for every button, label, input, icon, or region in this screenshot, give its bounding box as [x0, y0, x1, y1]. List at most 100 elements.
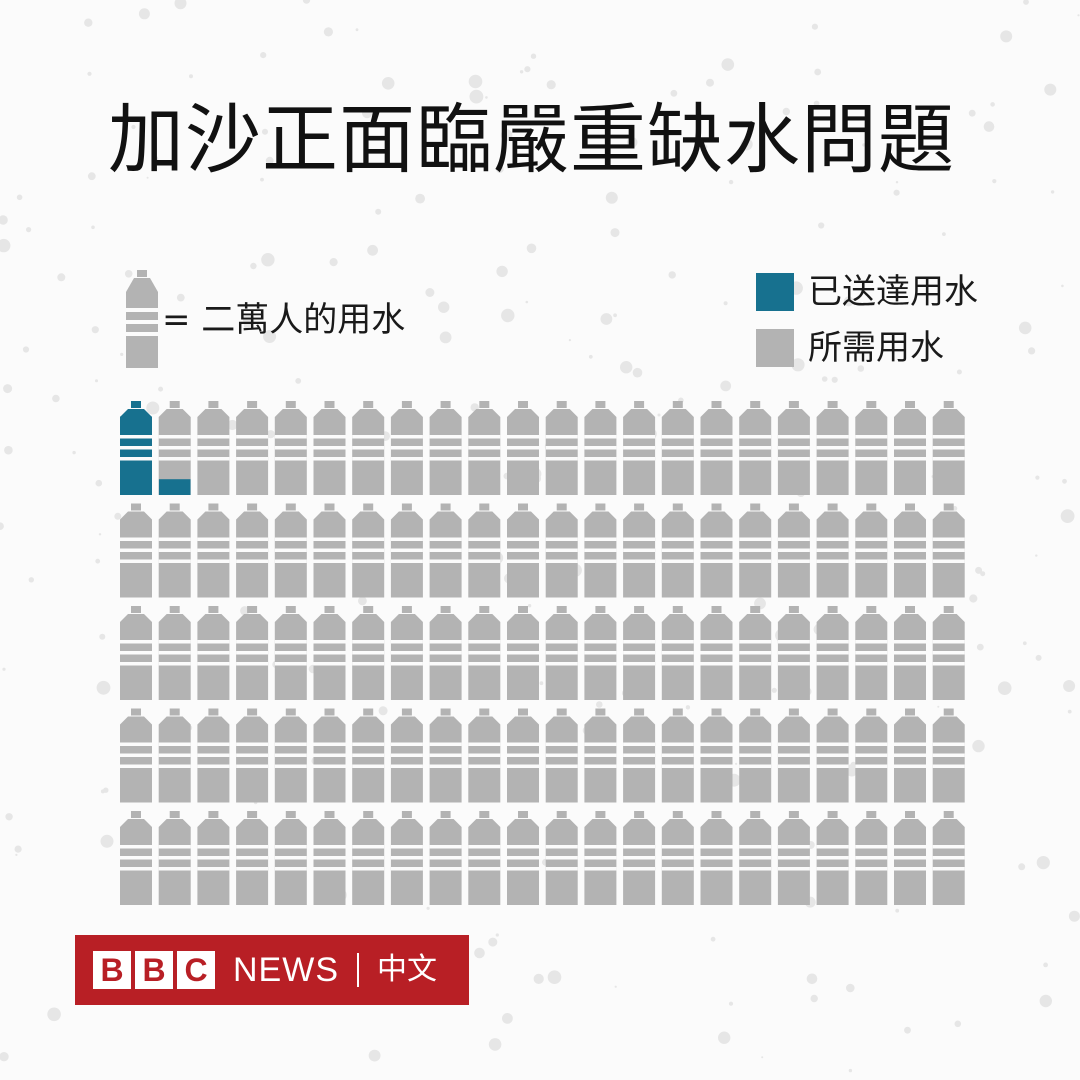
background-dot — [983, 121, 995, 132]
bottle-icon — [274, 401, 307, 495]
background-dot — [519, 70, 524, 74]
background-dot — [547, 970, 562, 984]
background-dot — [95, 558, 101, 564]
background-dot — [500, 129, 513, 141]
background-dot — [378, 706, 388, 716]
background-dot — [1062, 478, 1067, 484]
bottle-icon — [932, 811, 965, 905]
bottle-icon — [816, 708, 849, 803]
background-dot — [174, 0, 187, 10]
bottle-icon — [120, 401, 152, 495]
background-dot — [0, 522, 4, 530]
background-dot — [706, 78, 714, 87]
bottle-icon — [739, 503, 772, 598]
bottle-icon — [584, 708, 617, 803]
bottle-icon — [352, 401, 385, 495]
background-dot — [176, 293, 185, 302]
bottle-icon — [623, 401, 656, 495]
background-dot — [96, 680, 111, 695]
bottle-icon — [661, 811, 694, 905]
bottle-icon — [352, 606, 385, 700]
background-dot — [771, 687, 777, 693]
unit-key-label: = 二萬人的用水 — [162, 300, 406, 340]
bottle-icon — [855, 503, 888, 598]
background-dot — [613, 313, 617, 318]
background-dot — [1039, 994, 1053, 1008]
background-dot — [1061, 284, 1064, 288]
background-dot — [735, 762, 738, 765]
bottle-icon — [739, 401, 772, 495]
logo-news-text: NEWS — [233, 951, 339, 989]
water-bottle-icon — [126, 270, 158, 368]
bottle-icon — [623, 503, 656, 598]
background-dot — [976, 643, 984, 651]
background-dot — [811, 23, 819, 30]
background-dot — [95, 479, 103, 487]
legend-label-delivered: 已送達用水 — [808, 272, 978, 312]
bottle-icon — [894, 708, 926, 803]
background-dot — [1050, 190, 1055, 194]
background-dot — [1043, 962, 1048, 968]
bottle-icon — [120, 811, 152, 905]
page-title: 加沙正面臨嚴重缺水問題 — [108, 95, 955, 184]
background-dot — [189, 74, 193, 79]
background-dot — [362, 108, 373, 119]
bottle-icon — [468, 811, 501, 905]
background-dot — [368, 1049, 381, 1062]
background-dot — [685, 705, 691, 710]
background-dot — [4, 445, 13, 455]
bottle-icon — [507, 401, 539, 495]
bottle-icon — [855, 401, 888, 495]
background-dot — [821, 376, 828, 382]
bottle-icon — [313, 401, 346, 495]
background-dot — [848, 1068, 853, 1073]
bottle-icon — [777, 606, 810, 700]
background-dot — [895, 181, 899, 184]
bottle-icon — [197, 503, 230, 598]
legend-swatch-required — [756, 329, 794, 367]
bottle-icon — [352, 503, 385, 598]
background-dot — [91, 225, 95, 230]
bottle-icon — [468, 503, 501, 598]
bottle-icon — [429, 503, 462, 598]
background-dot — [814, 68, 822, 76]
background-dot — [114, 512, 122, 520]
background-dot — [818, 222, 825, 229]
bottle-icon — [700, 606, 733, 700]
bottle-icon — [158, 606, 191, 700]
background-dot — [367, 244, 378, 256]
bbc-letter: B — [93, 951, 131, 989]
background-dot — [84, 18, 93, 27]
background-dot — [488, 937, 498, 947]
bottle-icon — [313, 708, 346, 803]
background-dot — [702, 144, 708, 150]
background-dot — [2, 667, 6, 671]
background-dot — [0, 238, 11, 253]
background-dot — [626, 137, 638, 148]
background-dot — [468, 74, 483, 89]
bottle-icon — [352, 708, 385, 803]
background-dot — [438, 301, 450, 313]
bottle-icon — [545, 401, 578, 495]
background-dot — [496, 265, 508, 278]
background-dot — [990, 102, 995, 107]
bottle-icon — [623, 708, 656, 803]
legend-item-delivered: 已送達用水 — [756, 272, 978, 312]
background-dot — [375, 208, 382, 215]
background-dot — [158, 386, 164, 392]
background-dot — [845, 764, 858, 777]
background-dot — [0, 215, 8, 225]
bottle-icon — [158, 401, 191, 495]
background-dot — [1023, 0, 1029, 5]
background-dot — [831, 376, 838, 383]
background-dot — [87, 71, 92, 76]
bottle-icon — [932, 708, 965, 803]
bottle-icon — [545, 708, 578, 803]
background-dot — [495, 165, 504, 174]
background-dot — [526, 243, 537, 254]
bottle-icon — [894, 606, 926, 700]
background-dot — [28, 577, 34, 583]
background-dot — [857, 365, 865, 372]
background-dot — [670, 89, 678, 97]
background-dot — [381, 77, 395, 90]
